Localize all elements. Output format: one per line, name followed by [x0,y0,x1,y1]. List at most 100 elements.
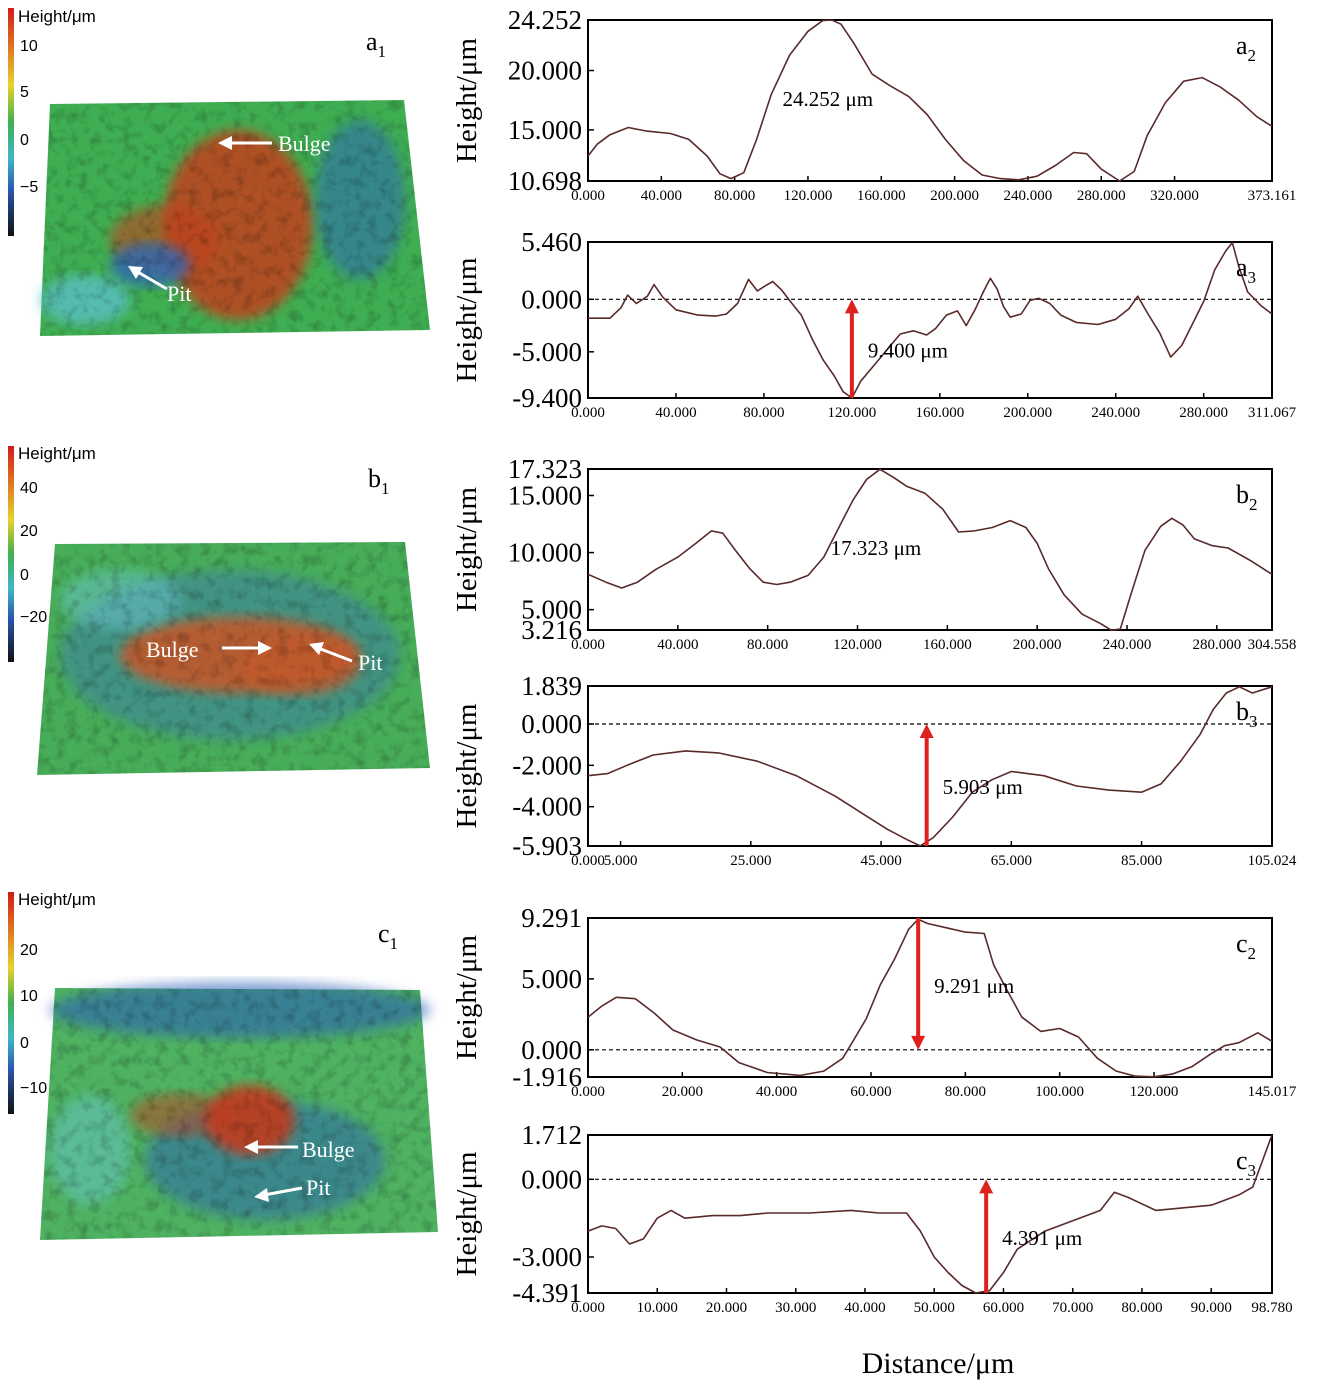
x-tick-label: 0.000 [571,1300,605,1316]
x-tick-label: 25.000 [730,853,771,869]
pit-label: Pit [306,1175,330,1200]
plot-frame [587,1134,1273,1294]
y-tick-label: 15.000 [508,481,582,511]
x-tick-label: 280.000 [1192,637,1241,653]
x-tick-label: 145.017 [1248,1084,1297,1100]
profile-line [587,1134,1273,1294]
pit-arrowhead [128,266,143,279]
plot-frame [587,917,1273,1078]
x-tick-label: 0.000 [571,1084,605,1100]
colorbar-tick: 0 [20,1035,29,1052]
surface-texture [40,100,430,336]
y-tick-label: -1.916 [512,1062,582,1092]
bulge-arrowhead [218,136,232,150]
colorbar-tick: 0 [20,567,29,584]
x-tick-label: 20.000 [662,1084,703,1100]
x-tick-label: 40.000 [756,1084,797,1100]
colorbar-tick: 10 [20,988,38,1005]
x-tick-label: 80.000 [714,188,755,204]
x-tick-label: 200.000 [1013,637,1062,653]
bulge-arrowhead [258,641,272,655]
panel-label: a1 [366,27,386,61]
bulge-arrowhead [244,1140,258,1154]
y-tick-label: 9.291 [521,903,582,933]
panel-label: a2 [1236,31,1256,65]
x-tick-label: 120.000 [784,188,833,204]
plot-frame [587,468,1273,631]
x-tick-label: 45.000 [860,853,901,869]
colorbar-tick: −5 [20,179,38,196]
x-tick-label: 20.000 [706,1300,747,1316]
x-tick-label: 100.000 [1035,1084,1084,1100]
x-tick-label: 304.558 [1248,637,1297,653]
shared-x-axis-label: Distance/μm [862,1347,1015,1380]
profile-charts: 10.698 15.000 20.000 24.252 0.000 40.000 80.00… [451,5,1297,1316]
profile-line [587,685,1273,847]
panel-label: b1 [368,464,390,498]
surface-texture [37,542,430,775]
bulge-label: Bulge [302,1137,355,1162]
y-tick-label: -9.400 [512,383,582,413]
y-tick-label: -4.000 [512,792,582,822]
bulge-label: Bulge [278,131,331,156]
y-tick-label: -5.903 [512,831,582,861]
panel-label: c1 [378,919,398,953]
x-tick-label: 40.000 [844,1300,885,1316]
x-tick-label: 50.000 [914,1300,955,1316]
y-tick-label: 15.000 [508,115,582,145]
x-tick-label: 5.000 [604,853,638,869]
profile-line [587,19,1273,182]
y-tick-label: 3.216 [521,615,582,645]
measurement-label: 9.291 μm [934,974,1014,998]
y-tick-label: 1.712 [521,1120,582,1150]
x-tick-label: 320.000 [1150,188,1199,204]
colorbar [8,892,14,1114]
y-tick-label: -2.000 [512,750,582,780]
plot-frame [587,19,1273,182]
y-tick-label: 0.000 [521,284,582,314]
y-tick-label: 1.839 [521,671,582,701]
x-tick-label: 60.000 [983,1300,1024,1316]
y-tick-label: -5.000 [512,337,582,367]
x-tick-label: 160.000 [857,188,906,204]
x-tick-label: 40.000 [641,188,682,204]
x-tick-label: 30.000 [775,1300,816,1316]
y-tick-label: 10.698 [508,166,582,196]
x-tick-label: 80.000 [747,637,788,653]
pit-arrow [317,646,353,663]
x-tick-label: 40.000 [655,405,696,421]
x-tick-label: 80.000 [1121,1300,1162,1316]
colorbar-title: Height/μm [18,444,96,463]
x-tick-label: 85.000 [1121,853,1162,869]
x-tick-label: 240.000 [1103,637,1152,653]
surface-map-b1: Height/μm 40 20 0 −20 b1 Bulge Pit [8,444,430,775]
y-tick-label: 0.000 [521,709,582,739]
x-tick-label: 0.000 [571,637,605,653]
profile-line [587,468,1273,632]
x-tick-label: 65.000 [991,853,1032,869]
colorbar-tick: 0 [20,132,29,149]
x-tick-label: 240.000 [1004,188,1053,204]
colorbar-title: Height/μm [18,890,96,909]
x-tick-label: 0.000 [571,853,605,869]
measurement-arrowhead [979,1179,994,1194]
pit-arrowhead [309,642,324,655]
bulge-label: Bulge [146,637,199,662]
colorbar [8,446,14,662]
x-tick-label: 280.000 [1077,188,1126,204]
panel-label: b2 [1236,480,1258,514]
colorbar-tick: −20 [20,609,47,626]
panel-label: c2 [1236,929,1256,963]
x-tick-label: 0.000 [571,405,605,421]
y-tick-label: -3.000 [512,1242,582,1272]
colorbar-tick: 10 [20,38,38,55]
y-tick-label: 5.000 [521,595,582,625]
measurement-arrowhead [911,1035,926,1050]
y-tick-label: 0.000 [521,1035,582,1065]
y-tick-label: 5.460 [521,227,582,257]
profile-chart-a2: 10.698 15.000 20.000 24.252 0.000 40.000 80.00… [451,5,1296,204]
